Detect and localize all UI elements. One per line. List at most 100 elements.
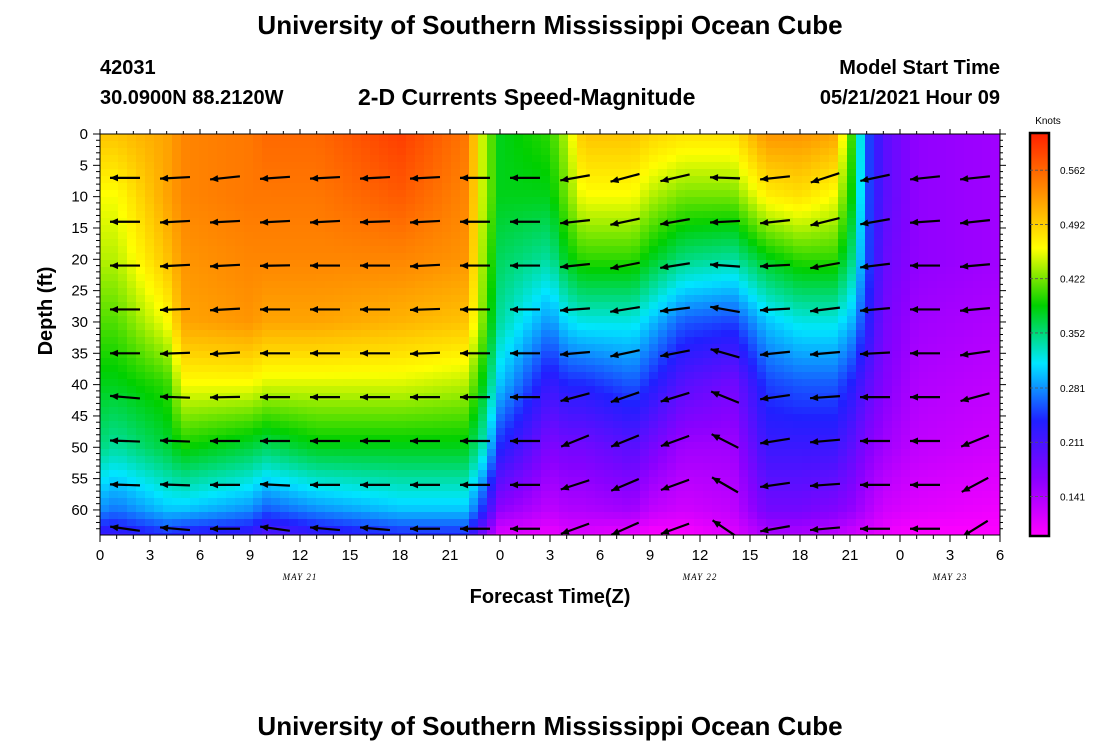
heatmap-cell [109, 484, 119, 492]
heatmap-cell [595, 337, 605, 345]
heatmap-cell [541, 505, 551, 513]
heatmap-cell [532, 246, 542, 254]
heatmap-cell [343, 302, 353, 310]
heatmap-cell [775, 351, 785, 359]
heatmap-cell [361, 470, 371, 478]
heatmap-cell [658, 246, 668, 254]
heatmap-cell [667, 386, 677, 394]
heatmap-cell [262, 183, 272, 191]
heatmap-cell [496, 351, 506, 359]
heatmap-cell [316, 260, 326, 268]
heatmap-cell [127, 400, 137, 408]
station-id: 42031 [100, 57, 156, 79]
heatmap-cell [253, 288, 263, 296]
heatmap-cell [424, 505, 434, 513]
heatmap-cell [784, 344, 794, 352]
heatmap-cell [568, 274, 578, 282]
heatmap-cell [181, 309, 191, 317]
heatmap-cell [757, 379, 767, 387]
heatmap-cell [811, 519, 821, 527]
heatmap-cell [838, 176, 848, 184]
heatmap-cell [730, 505, 740, 513]
heatmap-cell [172, 428, 182, 436]
heatmap-cell [667, 190, 677, 198]
heatmap-cell [343, 365, 353, 373]
heatmap-cell [424, 288, 434, 296]
heatmap-cell [694, 197, 704, 205]
heatmap-cell [271, 316, 281, 324]
heatmap-cell [208, 246, 218, 254]
heatmap-cell [190, 148, 200, 156]
heatmap-cell [235, 337, 245, 345]
heatmap-cell [487, 505, 497, 513]
heatmap-cell [406, 477, 416, 485]
heatmap-cell [388, 330, 398, 338]
heatmap-cell [487, 337, 497, 345]
heatmap-cell [226, 407, 236, 415]
heatmap-cell [325, 463, 335, 471]
heatmap-cell [523, 176, 533, 184]
heatmap-cell [190, 484, 200, 492]
heatmap-cell [235, 351, 245, 359]
heatmap-cell [775, 295, 785, 303]
heatmap-cell [622, 253, 632, 261]
heatmap-cell [127, 225, 137, 233]
heatmap-cell [622, 505, 632, 513]
heatmap-cell [145, 421, 155, 429]
heatmap-cell [172, 225, 182, 233]
heatmap-cell [460, 344, 470, 352]
heatmap-cell [145, 176, 155, 184]
heatmap-cell [631, 309, 641, 317]
heatmap-cell [316, 533, 326, 535]
heatmap-cell [829, 400, 839, 408]
heatmap-cell [325, 442, 335, 450]
heatmap-cell [433, 323, 443, 331]
heatmap-cell [721, 197, 731, 205]
heatmap-cell [820, 421, 830, 429]
heatmap-cell [271, 288, 281, 296]
heatmap-cell [307, 337, 317, 345]
heatmap-cell [406, 239, 416, 247]
heatmap-cell [379, 148, 389, 156]
heatmap-cell [739, 470, 749, 478]
heatmap-cell [532, 519, 542, 527]
heatmap-cell [550, 512, 560, 520]
heatmap-cell [343, 512, 353, 520]
heatmap-cell [694, 533, 704, 535]
heatmap-cell [622, 211, 632, 219]
heatmap-cell [118, 295, 128, 303]
heatmap-cell [352, 302, 362, 310]
heatmap-cell [298, 162, 308, 170]
heatmap-cell [370, 239, 380, 247]
heatmap-cell [397, 323, 407, 331]
heatmap-cell [640, 281, 650, 289]
heatmap-cell [694, 519, 704, 527]
heatmap-cell [397, 372, 407, 380]
heatmap-cell [568, 519, 578, 527]
heatmap-cell [739, 505, 749, 513]
heatmap-cell [451, 162, 461, 170]
heatmap-cell [118, 232, 128, 240]
heatmap-cell [154, 253, 164, 261]
heatmap-cell [811, 407, 821, 415]
heatmap-cell [541, 162, 551, 170]
heatmap-cell [127, 274, 137, 282]
heatmap-cell [676, 344, 686, 352]
heatmap-cell [622, 267, 632, 275]
heatmap-cell [208, 449, 218, 457]
heatmap-cell [802, 197, 812, 205]
heatmap-cell [451, 267, 461, 275]
heatmap-cell [766, 512, 776, 520]
heatmap-cell [694, 393, 704, 401]
heatmap-cell [505, 428, 515, 436]
heatmap-cell [811, 190, 821, 198]
heatmap-cell [100, 309, 110, 317]
heatmap-cell [559, 463, 569, 471]
heatmap-cell [181, 477, 191, 485]
heatmap-cell [289, 463, 299, 471]
heatmap-cell [793, 267, 803, 275]
heatmap-cell [730, 449, 740, 457]
heatmap-cell [262, 484, 272, 492]
heatmap-cell [811, 470, 821, 478]
heatmap-cell [721, 414, 731, 422]
